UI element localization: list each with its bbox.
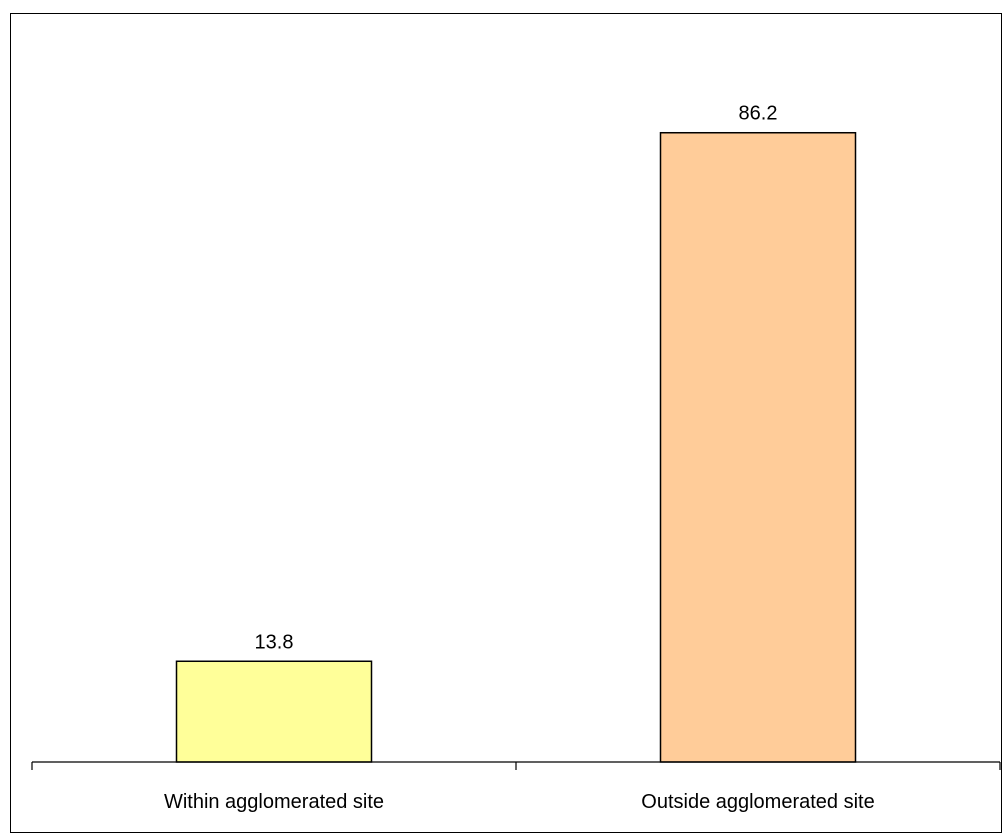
- category-labels-layer: Within agglomerated site Outside agglomer…: [164, 791, 875, 813]
- data-label-2: 86.2: [739, 103, 778, 125]
- x-axis-ticks: [31, 762, 1001, 770]
- category-label-2: Outside agglomerated site: [641, 791, 874, 813]
- category-label-1: Within agglomerated site: [164, 791, 384, 813]
- bars-layer: [175, 131, 857, 763]
- data-labels-layer: 13.8 86.2: [255, 103, 778, 654]
- bar-1: [175, 660, 373, 763]
- bar-2: [659, 131, 857, 763]
- data-label-1: 13.8: [255, 631, 294, 653]
